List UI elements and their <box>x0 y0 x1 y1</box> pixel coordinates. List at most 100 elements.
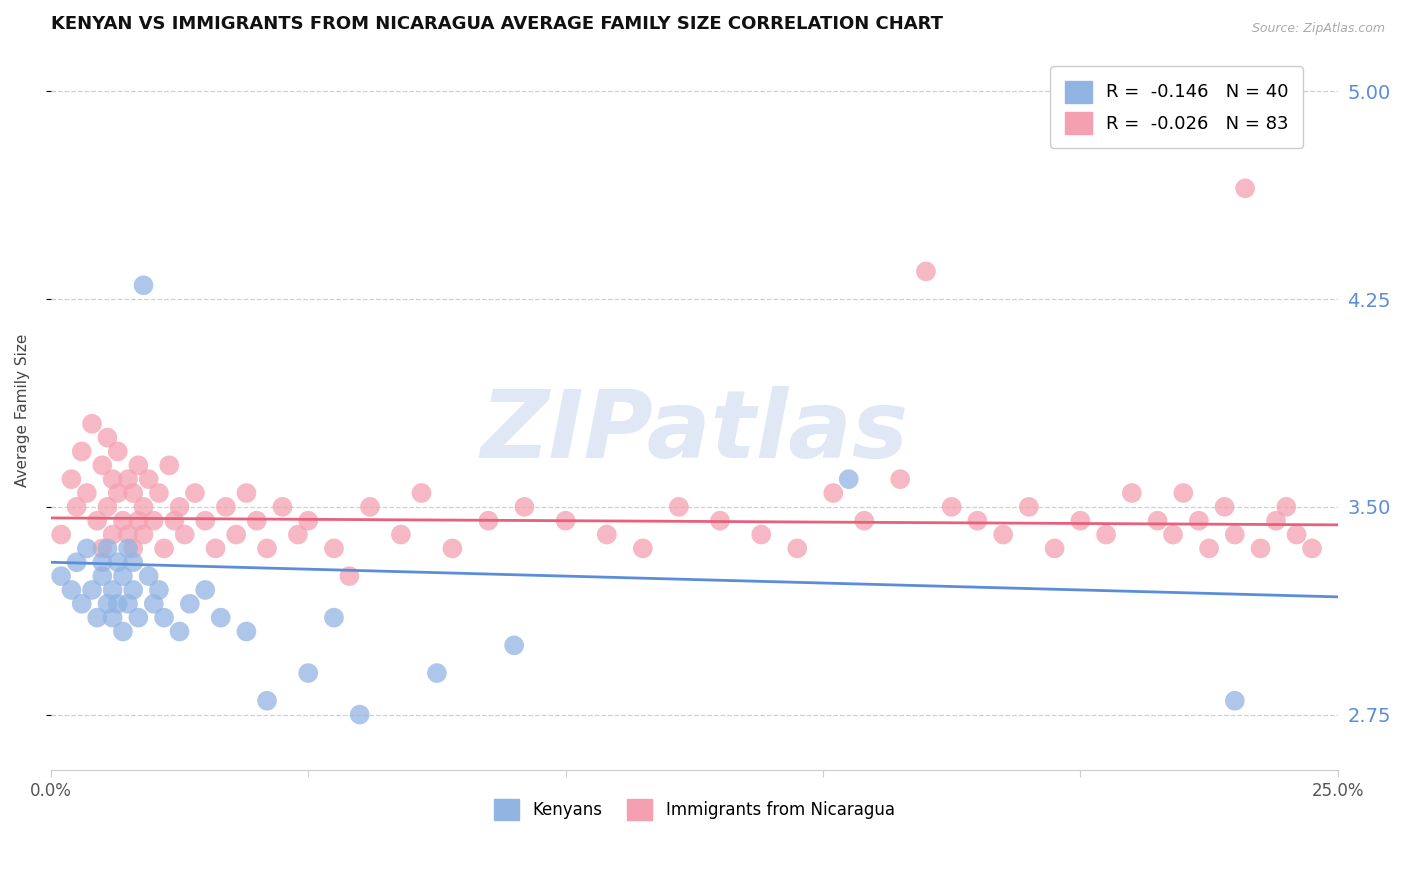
Point <box>153 610 176 624</box>
Point <box>122 486 145 500</box>
Point <box>107 555 129 569</box>
Point <box>349 707 371 722</box>
Point <box>1018 500 1040 514</box>
Y-axis label: Average Family Size: Average Family Size <box>15 334 30 487</box>
Point <box>91 569 114 583</box>
Point <box>1265 514 1288 528</box>
Point <box>339 569 361 583</box>
Text: KENYAN VS IMMIGRANTS FROM NICARAGUA AVERAGE FAMILY SIZE CORRELATION CHART: KENYAN VS IMMIGRANTS FROM NICARAGUA AVER… <box>51 15 943 33</box>
Point <box>1146 514 1168 528</box>
Point <box>169 500 191 514</box>
Point <box>297 514 319 528</box>
Point <box>107 486 129 500</box>
Point <box>215 500 238 514</box>
Point <box>1285 527 1308 541</box>
Point <box>1234 181 1257 195</box>
Point <box>157 458 180 473</box>
Point <box>838 472 860 486</box>
Point <box>389 527 412 541</box>
Point <box>941 500 963 514</box>
Point <box>287 527 309 541</box>
Point <box>132 527 155 541</box>
Point <box>323 541 346 556</box>
Point <box>86 610 108 624</box>
Text: ZIPatlas: ZIPatlas <box>481 385 908 477</box>
Legend: Kenyans, Immigrants from Nicaragua: Kenyans, Immigrants from Nicaragua <box>488 793 901 827</box>
Point <box>256 694 278 708</box>
Point <box>91 541 114 556</box>
Point <box>1173 486 1195 500</box>
Point <box>441 541 464 556</box>
Point <box>153 541 176 556</box>
Point <box>173 527 195 541</box>
Point <box>122 582 145 597</box>
Point <box>127 458 149 473</box>
Point <box>107 444 129 458</box>
Point <box>107 597 129 611</box>
Point <box>91 555 114 569</box>
Point <box>477 514 499 528</box>
Point <box>184 486 207 500</box>
Point <box>111 624 134 639</box>
Point <box>246 514 269 528</box>
Point <box>853 514 876 528</box>
Point <box>122 555 145 569</box>
Point <box>1223 527 1246 541</box>
Point <box>49 569 72 583</box>
Point <box>411 486 433 500</box>
Point <box>786 541 808 556</box>
Point <box>142 514 165 528</box>
Point <box>127 610 149 624</box>
Point <box>70 597 93 611</box>
Point <box>138 472 160 486</box>
Point <box>80 582 103 597</box>
Point <box>426 666 449 681</box>
Point <box>1301 541 1323 556</box>
Point <box>631 541 654 556</box>
Point <box>86 514 108 528</box>
Point <box>889 472 911 486</box>
Point <box>194 582 217 597</box>
Point <box>1161 527 1184 541</box>
Point <box>194 514 217 528</box>
Point <box>117 541 139 556</box>
Point <box>749 527 772 541</box>
Point <box>1198 541 1220 556</box>
Point <box>127 514 149 528</box>
Point <box>91 458 114 473</box>
Point <box>668 500 690 514</box>
Point <box>204 541 226 556</box>
Point <box>117 472 139 486</box>
Point <box>76 486 98 500</box>
Point <box>1223 694 1246 708</box>
Point <box>163 514 186 528</box>
Point <box>117 527 139 541</box>
Point <box>1043 541 1066 556</box>
Point <box>148 582 170 597</box>
Point <box>1069 514 1091 528</box>
Point <box>96 500 118 514</box>
Point <box>596 527 619 541</box>
Point <box>101 472 124 486</box>
Point <box>111 569 134 583</box>
Point <box>1275 500 1298 514</box>
Point <box>503 638 526 652</box>
Point <box>96 541 118 556</box>
Point <box>179 597 201 611</box>
Point <box>297 666 319 681</box>
Point <box>96 431 118 445</box>
Point <box>235 624 257 639</box>
Point <box>132 278 155 293</box>
Point <box>142 597 165 611</box>
Point <box>65 555 87 569</box>
Point <box>209 610 232 624</box>
Point <box>101 610 124 624</box>
Point <box>65 500 87 514</box>
Point <box>76 541 98 556</box>
Point <box>111 514 134 528</box>
Point <box>1213 500 1236 514</box>
Point <box>101 527 124 541</box>
Point <box>60 472 83 486</box>
Point <box>513 500 536 514</box>
Point <box>709 514 731 528</box>
